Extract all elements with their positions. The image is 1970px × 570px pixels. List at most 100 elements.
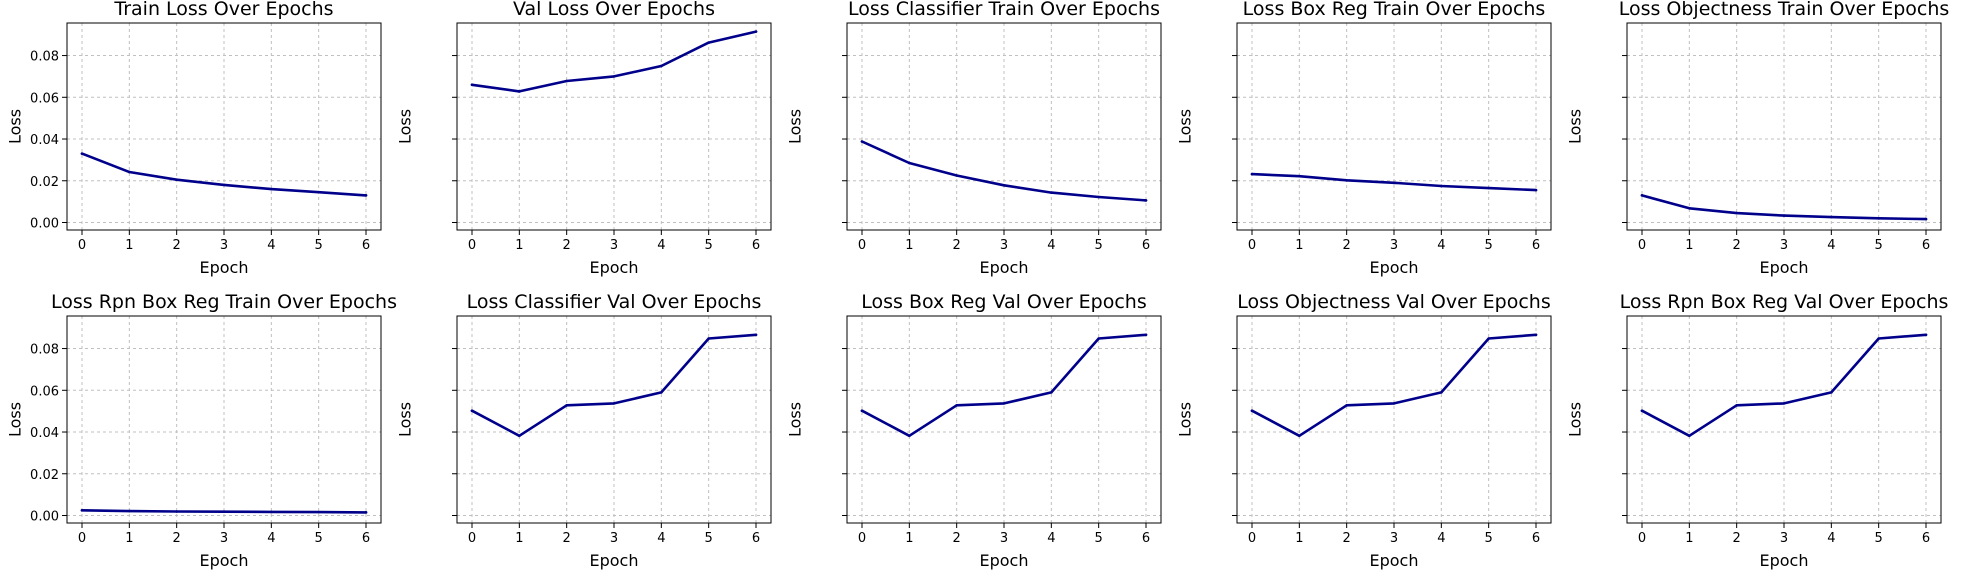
x-tick-label: 3 bbox=[1000, 238, 1008, 253]
y-axis-label: Loss bbox=[786, 109, 805, 144]
data-point bbox=[1050, 391, 1053, 394]
data-point bbox=[612, 402, 616, 405]
x-tick-label: 6 bbox=[1922, 238, 1930, 253]
data-point bbox=[1392, 402, 1396, 405]
data-point bbox=[364, 194, 368, 197]
data-point bbox=[1640, 409, 1644, 413]
x-tick-label: 0 bbox=[78, 238, 86, 253]
data-point bbox=[1877, 337, 1880, 340]
x-tick-label: 5 bbox=[315, 238, 323, 253]
x-axis-label: Epoch bbox=[1370, 258, 1419, 277]
data-point bbox=[1144, 333, 1148, 337]
data-point bbox=[1250, 172, 1254, 176]
data-point bbox=[1392, 181, 1396, 185]
y-axis-label: Loss bbox=[786, 402, 805, 437]
data-point bbox=[707, 41, 710, 44]
subplot-2: 0 1 2 3 4 5 6 Val Loss Over Epochs Epoch Loss bbox=[396, 0, 772, 277]
x-tick-label: 5 bbox=[705, 238, 713, 253]
x-tick-label: 6 bbox=[752, 238, 760, 253]
data-point bbox=[1782, 214, 1786, 217]
x-tick-label: 1 bbox=[515, 238, 523, 253]
data-point bbox=[1735, 404, 1738, 407]
x-tick-label: 1 bbox=[125, 531, 133, 546]
data-point bbox=[80, 508, 84, 512]
y-axis-label: Loss bbox=[1566, 402, 1585, 437]
y-axis-label: Loss bbox=[1176, 109, 1195, 144]
y-axis-label: Loss bbox=[6, 402, 25, 437]
x-axis-label: Epoch bbox=[200, 258, 249, 277]
y-axis-label: Loss bbox=[396, 109, 415, 144]
data-point bbox=[518, 90, 521, 93]
x-tick-label: 5 bbox=[1875, 531, 1883, 546]
data-point bbox=[1688, 206, 1691, 210]
x-axis-label: Epoch bbox=[1760, 258, 1809, 277]
x-tick-label: 3 bbox=[1780, 531, 1788, 546]
chart-title: Loss Rpn Box Reg Val Over Epochs bbox=[1620, 291, 1949, 313]
x-tick-label: 6 bbox=[1142, 238, 1150, 253]
x-tick-label: 3 bbox=[610, 531, 618, 546]
x-tick-label: 4 bbox=[1437, 531, 1445, 546]
y-tick-label: 0.00 bbox=[30, 216, 59, 231]
x-tick-label: 6 bbox=[1532, 238, 1540, 253]
x-tick-label: 6 bbox=[362, 238, 370, 253]
data-point bbox=[1097, 195, 1100, 199]
subplot-8: 0 1 2 3 4 5 6 Loss Box Reg Val Over Epochs Epoch… bbox=[786, 291, 1162, 570]
data-point bbox=[860, 409, 864, 413]
y-axis-label: Loss bbox=[1176, 402, 1195, 437]
subplot-9: 0 1 2 3 4 5 6 Loss Objectness Val Over Epochs Ep… bbox=[1176, 291, 1552, 570]
y-axis-label: Loss bbox=[1566, 109, 1585, 144]
x-tick-label: 0 bbox=[1248, 531, 1256, 546]
x-tick-label: 4 bbox=[1827, 238, 1835, 253]
subplot-1: 0 1 2 3 4 5 6 0.00 0.02 0.04 0.06 0.08 Train Loss Ov… bbox=[6, 0, 382, 277]
x-tick-label: 2 bbox=[1733, 531, 1741, 546]
data-point bbox=[1830, 391, 1833, 394]
subplot-5: 0 1 2 3 4 5 6 Loss Objectness Train Over Epochs… bbox=[1566, 0, 1950, 277]
data-point bbox=[1534, 188, 1538, 192]
x-tick-label: 6 bbox=[1532, 531, 1540, 546]
chart-title: Loss Objectness Train Over Epochs bbox=[1619, 0, 1950, 20]
data-point bbox=[660, 64, 663, 68]
chart-title: Loss Classifier Train Over Epochs bbox=[848, 0, 1160, 20]
data-point bbox=[1050, 191, 1053, 194]
data-point bbox=[470, 83, 474, 87]
x-tick-label: 4 bbox=[267, 238, 275, 253]
x-tick-label: 1 bbox=[1685, 531, 1693, 546]
data-point bbox=[270, 510, 273, 514]
x-tick-label: 3 bbox=[1000, 531, 1008, 546]
x-tick-label: 3 bbox=[610, 238, 618, 253]
x-tick-label: 4 bbox=[1437, 238, 1445, 253]
data-point bbox=[1782, 402, 1786, 405]
x-tick-label: 5 bbox=[1095, 531, 1103, 546]
y-tick-label: 0.08 bbox=[30, 50, 59, 65]
data-point bbox=[222, 183, 226, 187]
chart-title: Train Loss Over Epochs bbox=[113, 0, 333, 20]
x-tick-label: 5 bbox=[705, 531, 713, 546]
chart-title: Val Loss Over Epochs bbox=[513, 0, 715, 20]
x-tick-label: 2 bbox=[563, 531, 571, 546]
x-tick-label: 0 bbox=[858, 531, 866, 546]
subplot-10: 0 1 2 3 4 5 6 Loss Rpn Box Reg Val Over Epochs E… bbox=[1566, 291, 1949, 570]
data-point bbox=[175, 510, 178, 513]
x-tick-label: 2 bbox=[1733, 238, 1741, 253]
data-point bbox=[80, 152, 84, 155]
x-axis-label: Epoch bbox=[200, 551, 249, 570]
x-tick-label: 1 bbox=[905, 238, 913, 253]
data-point bbox=[754, 30, 758, 33]
data-point bbox=[1298, 434, 1301, 438]
data-point bbox=[317, 190, 320, 194]
data-point bbox=[1688, 434, 1691, 438]
data-point bbox=[660, 391, 663, 394]
data-point bbox=[1924, 217, 1928, 221]
y-tick-label: 0.06 bbox=[30, 91, 59, 106]
data-point bbox=[955, 174, 958, 177]
x-tick-label: 0 bbox=[1638, 238, 1646, 253]
data-point bbox=[565, 79, 568, 83]
x-tick-label: 0 bbox=[1638, 531, 1646, 546]
x-tick-label: 4 bbox=[657, 531, 665, 546]
y-tick-label: 0.06 bbox=[30, 384, 59, 399]
x-axis-label: Epoch bbox=[590, 258, 639, 277]
data-point bbox=[707, 337, 710, 340]
x-tick-label: 5 bbox=[1485, 238, 1493, 253]
x-tick-label: 3 bbox=[1780, 238, 1788, 253]
y-tick-label: 0.00 bbox=[30, 509, 59, 524]
